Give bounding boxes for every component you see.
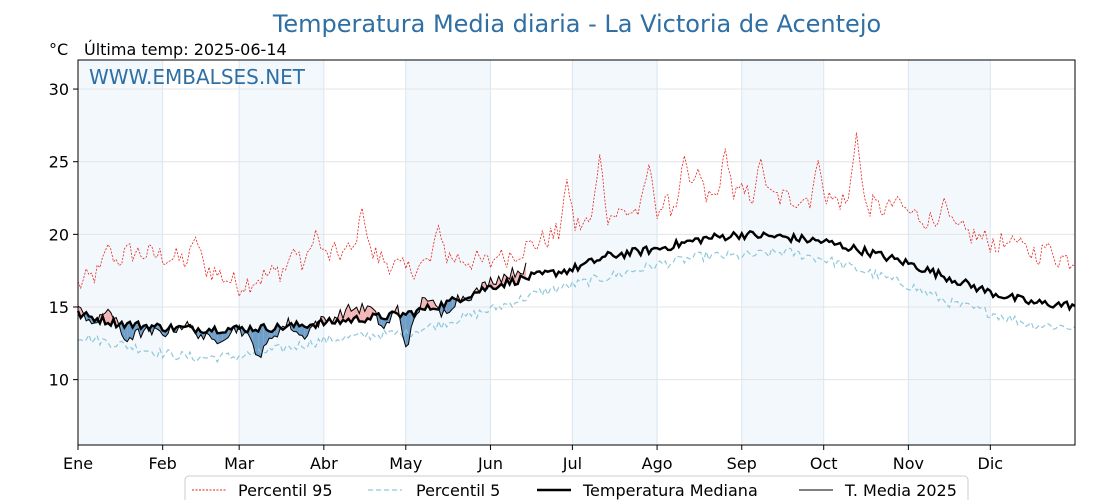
anomaly-fill-below bbox=[127, 321, 130, 342]
anomaly-fill-below bbox=[261, 324, 264, 358]
month-bands bbox=[78, 60, 991, 445]
last-temp-label: Última temp: 2025-06-14 bbox=[84, 40, 287, 59]
anomaly-fill-above bbox=[108, 309, 111, 326]
legend: Percentil 95 Percentil 5 Temperatura Media… bbox=[184, 475, 969, 500]
x-tick-label: Jun bbox=[477, 454, 503, 473]
x-tick-label: Oct bbox=[810, 454, 838, 473]
plot-frame bbox=[77, 59, 1076, 446]
x-tick-label: Dic bbox=[978, 454, 1004, 473]
series-line-temperatura-mediana bbox=[76, 229, 1076, 335]
anomaly-fill-below bbox=[266, 329, 270, 344]
x-tick-label: Sep bbox=[727, 454, 757, 473]
legend-label: Temperatura Mediana bbox=[582, 481, 758, 500]
legend-label: Percentil 95 bbox=[238, 481, 333, 500]
anomaly-fill-above bbox=[515, 271, 518, 285]
y-tick-label: 20 bbox=[49, 225, 69, 244]
series-line-percentil-95 bbox=[77, 132, 1076, 298]
anomaly-fill-above bbox=[359, 303, 363, 322]
legend-label: T. Media 2025 bbox=[844, 481, 957, 500]
x-tick-label: Jul bbox=[562, 454, 582, 473]
x-tick-label: Ene bbox=[63, 454, 93, 473]
x-tick-label: May bbox=[389, 454, 422, 473]
x-tick-label: Feb bbox=[149, 454, 177, 473]
anomaly-fill-below bbox=[252, 329, 256, 355]
x-tick-label: Ago bbox=[642, 454, 673, 473]
y-tick-label: 25 bbox=[49, 153, 69, 172]
series-line-percentil-5 bbox=[77, 246, 1076, 364]
anomaly-fill-above bbox=[105, 309, 108, 325]
anomaly-fill-above bbox=[362, 303, 365, 323]
anomaly-fill-above bbox=[422, 297, 425, 310]
month-band bbox=[908, 60, 991, 445]
anomaly-fill-below bbox=[446, 300, 450, 314]
legend-label: Percentil 5 bbox=[416, 481, 500, 500]
anomaly-fill-below bbox=[220, 332, 223, 343]
x-tick-label: Nov bbox=[893, 454, 924, 473]
series-lines bbox=[76, 132, 1076, 364]
anomaly-fill-below bbox=[269, 331, 272, 339]
anomaly-fill-below bbox=[405, 311, 409, 347]
series-line-t-media-2025 bbox=[77, 262, 527, 359]
chart-title: Temperatura Media diaria - La Victoria d… bbox=[272, 10, 881, 38]
y-axis-ticks: 10 15 20 25 30 bbox=[49, 80, 78, 390]
legend-box bbox=[184, 475, 969, 500]
y-tick-label: 15 bbox=[49, 298, 69, 317]
month-band bbox=[741, 60, 824, 445]
x-tick-label: Abr bbox=[310, 454, 338, 473]
anomaly-fill-below bbox=[217, 333, 220, 344]
anomaly-fill-below bbox=[452, 297, 455, 310]
month-band bbox=[572, 60, 658, 445]
month-band bbox=[78, 60, 163, 445]
x-tick-label: Mar bbox=[224, 454, 255, 473]
anomaly-fill-below bbox=[255, 329, 259, 356]
grid-lines bbox=[77, 60, 1075, 445]
anomaly-fill-above bbox=[367, 305, 371, 320]
month-band bbox=[239, 60, 324, 445]
watermark: WWW.EMBALSES.NET bbox=[89, 65, 306, 89]
anomaly-fill-above bbox=[430, 300, 434, 310]
unit-label: °C bbox=[49, 40, 68, 59]
anomaly-fill-below bbox=[408, 311, 412, 345]
y-tick-label: 30 bbox=[49, 80, 69, 99]
x-axis-ticks: Ene Feb Mar Abr May Jun Jul Ago Sep Oct Nov Dic bbox=[63, 445, 1003, 473]
anomaly-fill-below bbox=[228, 328, 231, 338]
y-tick-label: 10 bbox=[49, 371, 69, 390]
anomaly-fill-below bbox=[222, 332, 226, 342]
anomaly-fill-below bbox=[299, 324, 302, 336]
